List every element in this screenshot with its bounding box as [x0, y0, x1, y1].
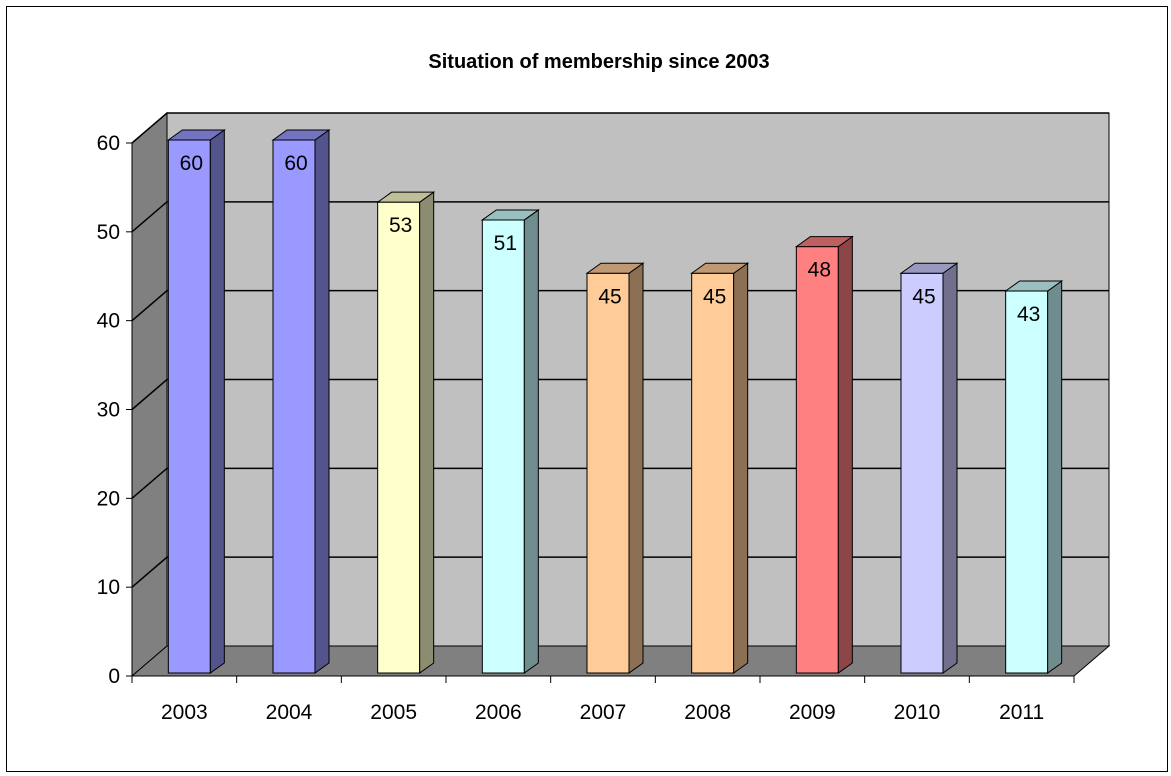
bar-front-face — [900, 272, 944, 674]
data-label: 48 — [808, 259, 831, 282]
bar-2010 — [899, 262, 959, 674]
x-tick-label: 2006 — [475, 701, 522, 724]
bar-2003 — [166, 129, 226, 674]
gridline — [131, 556, 1109, 588]
gridline — [131, 378, 1109, 411]
x-tick-label: 2004 — [266, 701, 313, 724]
bar-side-face — [628, 262, 644, 674]
data-label: 53 — [389, 214, 412, 237]
bar-side-face — [942, 262, 958, 674]
y-tick-label: 10 — [97, 576, 120, 599]
x-tick-label: 2008 — [684, 701, 731, 724]
bar-side-face — [733, 262, 749, 674]
bar-side-face — [523, 208, 539, 674]
gridline — [131, 112, 1109, 144]
data-label: 60 — [284, 152, 307, 175]
bar-top-face — [690, 262, 750, 274]
x-tick-label: 2011 — [999, 701, 1044, 724]
data-label: 43 — [1017, 303, 1040, 326]
y-tick-label: 60 — [97, 132, 120, 155]
bar-top-face — [271, 129, 331, 141]
bar-top-face — [166, 129, 226, 141]
bar-chart: Situation of membership since 2003 0 10 20… — [97, 51, 1111, 724]
bar-side-face — [209, 129, 225, 674]
bar-top-face — [480, 209, 540, 221]
bar-top-face — [794, 236, 854, 248]
y-tick-label: 20 — [97, 487, 120, 510]
bar-2005 — [376, 191, 436, 674]
bar-2011 — [1004, 280, 1064, 674]
bar-2009 — [794, 235, 854, 674]
bar-top-face — [376, 191, 436, 203]
x-tick-label: 2005 — [370, 701, 417, 724]
bar-front-face — [1005, 290, 1049, 674]
bar-2004 — [271, 129, 331, 674]
x-tick-label: 2009 — [789, 701, 836, 724]
chart-title: Situation of membership since 2003 — [428, 51, 769, 73]
gridline — [131, 467, 1109, 499]
data-label: 45 — [912, 285, 935, 308]
bar-2008 — [690, 262, 750, 674]
bar-side-face — [314, 129, 330, 674]
bar-2006 — [480, 208, 540, 674]
data-label: 45 — [598, 285, 621, 308]
gridline — [131, 201, 1109, 233]
data-label: 60 — [180, 152, 203, 175]
bar-side-face — [837, 235, 853, 674]
data-label: 45 — [703, 285, 726, 308]
y-tick-label: 40 — [97, 310, 120, 333]
chart-frame: Situation of membership since 2003 0 10 20… — [6, 6, 1168, 772]
bar-front-face — [481, 219, 525, 674]
bar-front-face — [377, 201, 421, 674]
bar-front-face — [272, 139, 316, 674]
x-tick-label: 2007 — [580, 701, 627, 724]
bar-front-face — [167, 139, 211, 674]
bar-top-face — [899, 262, 959, 274]
bar-top-face — [585, 262, 645, 274]
bar-2007 — [585, 262, 645, 674]
bar-side-face — [419, 191, 435, 674]
x-tick-label: 2003 — [161, 701, 208, 724]
y-tick-label: 0 — [108, 665, 120, 688]
y-tick-label: 50 — [97, 221, 120, 244]
bar-top-face — [1004, 280, 1064, 292]
bar-side-face — [1047, 280, 1063, 674]
bar-front-face — [795, 246, 839, 674]
y-tick-label: 30 — [97, 399, 120, 422]
data-label: 51 — [494, 232, 517, 255]
gridline — [131, 289, 1109, 322]
bar-front-face — [691, 272, 735, 674]
bar-front-face — [586, 272, 630, 674]
x-tick-label: 2010 — [894, 701, 941, 724]
